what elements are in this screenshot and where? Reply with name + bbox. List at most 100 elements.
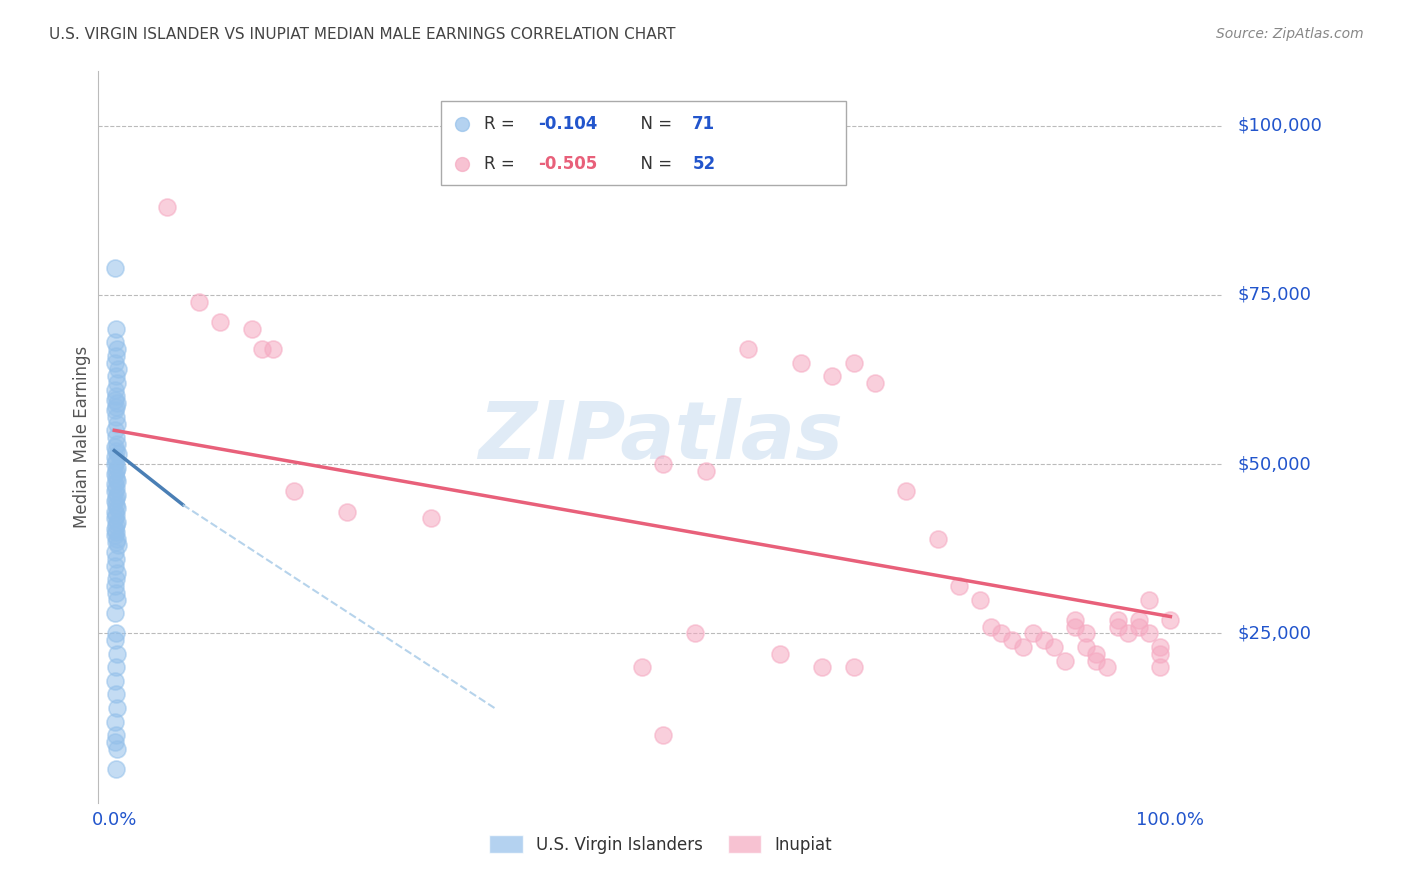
Point [283, 484, 305, 499]
Point [980, 620, 1002, 634]
Point [104, 494, 127, 508]
Point [896, 484, 918, 499]
Point [105, 369, 128, 384]
Point [156, 200, 179, 214]
Legend: U.S. Virgin Islanders, Inupiat: U.S. Virgin Islanders, Inupiat [482, 829, 839, 860]
Point [107, 741, 129, 756]
Point [104, 335, 127, 350]
Point [737, 342, 759, 356]
Text: -0.505: -0.505 [538, 154, 598, 173]
Point [105, 400, 128, 414]
Point [105, 626, 128, 640]
Point [104, 714, 127, 729]
Point [104, 355, 127, 369]
Text: 71: 71 [692, 115, 716, 133]
Point [104, 633, 127, 648]
Point [107, 532, 129, 546]
Point [683, 626, 706, 640]
Point [107, 488, 129, 502]
Point [105, 762, 128, 776]
Point [107, 474, 129, 488]
Point [107, 362, 129, 376]
Point [105, 728, 128, 742]
Point [104, 403, 127, 417]
Point [107, 501, 129, 516]
Point [107, 701, 129, 715]
Point [863, 376, 886, 390]
Point [107, 376, 129, 390]
Point [105, 508, 128, 522]
Point [105, 409, 128, 424]
Point [105, 535, 128, 549]
Point [104, 521, 127, 535]
Point [104, 392, 127, 407]
Point [107, 592, 129, 607]
Point [1011, 640, 1033, 654]
Point [631, 660, 654, 674]
Point [1001, 633, 1024, 648]
Text: $75,000: $75,000 [1237, 285, 1312, 304]
Point [107, 538, 129, 552]
Point [1128, 620, 1150, 634]
Point [105, 464, 128, 478]
Point [187, 294, 209, 309]
Point [104, 440, 127, 454]
Point [104, 606, 127, 620]
Point [107, 396, 129, 410]
Point [1085, 654, 1108, 668]
Point [695, 464, 717, 478]
Point [107, 417, 129, 431]
Point [105, 524, 128, 539]
Point [1128, 613, 1150, 627]
Point [1085, 647, 1108, 661]
Point [1137, 626, 1160, 640]
Point [105, 518, 128, 533]
Point [105, 491, 128, 505]
Point [107, 566, 129, 580]
Point [842, 355, 865, 369]
Point [1107, 613, 1129, 627]
Point [1107, 620, 1129, 634]
Text: N =: N = [630, 154, 678, 173]
Point [105, 498, 128, 512]
Text: 52: 52 [692, 154, 716, 173]
Point [105, 660, 128, 674]
Point [104, 545, 127, 559]
Point [107, 447, 129, 461]
Text: U.S. VIRGIN ISLANDER VS INUPIAT MEDIAN MALE EARNINGS CORRELATION CHART: U.S. VIRGIN ISLANDER VS INUPIAT MEDIAN M… [49, 27, 676, 42]
Point [444, 796, 467, 810]
Text: $50,000: $50,000 [1237, 455, 1310, 473]
Point [1149, 640, 1171, 654]
Point [104, 528, 127, 542]
Point [105, 481, 128, 495]
Text: R =: R = [484, 115, 520, 133]
Point [1095, 660, 1118, 674]
Point [107, 515, 129, 529]
Text: ZIPatlas: ZIPatlas [478, 398, 844, 476]
Point [105, 688, 128, 702]
Point [1137, 592, 1160, 607]
Point [336, 505, 359, 519]
Point [240, 322, 263, 336]
Point [444, 796, 467, 810]
Point [1043, 640, 1066, 654]
Point [104, 579, 127, 593]
Point [107, 437, 129, 451]
Point [990, 626, 1012, 640]
Point [1064, 620, 1087, 634]
Point [104, 558, 127, 573]
Point [105, 389, 128, 403]
Point [1022, 626, 1045, 640]
Point [1064, 613, 1087, 627]
Point [104, 505, 127, 519]
Point [811, 660, 834, 674]
Point [1159, 613, 1181, 627]
Point [1032, 633, 1054, 648]
Point [107, 647, 129, 661]
Point [208, 315, 231, 329]
Point [107, 342, 129, 356]
Point [262, 342, 284, 356]
Point [104, 484, 127, 499]
Point [104, 511, 127, 525]
Point [927, 532, 949, 546]
